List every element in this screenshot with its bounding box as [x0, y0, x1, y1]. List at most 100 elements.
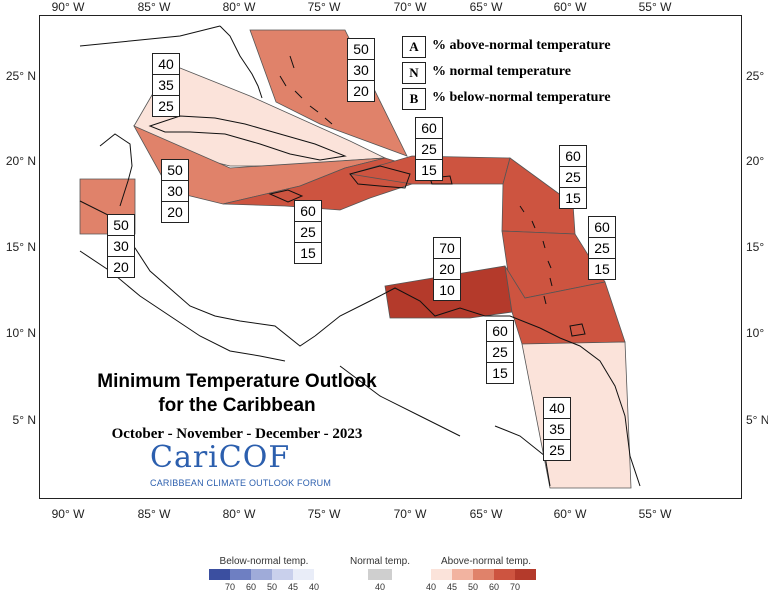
key-text-normal: % normal temperature	[432, 64, 571, 80]
lat-label-left-5n: 5° N	[2, 413, 36, 427]
lat-label-right-20n: 20° N	[746, 154, 768, 168]
lon-label-top-70w: 70° W	[394, 0, 427, 14]
map-title-line2: for the Caribbean	[52, 394, 422, 418]
region-guianas	[522, 342, 631, 488]
prob-box-lesser-antilles-south: 60 25 15	[588, 216, 616, 280]
lat-label-left-25n: 25° N	[2, 69, 36, 83]
prob-box-jamaica-hispaniola: 60 25 15	[294, 200, 322, 264]
legend-swatch-below-50	[251, 569, 272, 580]
prob-normal: 25	[560, 166, 586, 187]
legend-normal-title: Normal temp.	[350, 556, 410, 567]
prob-box-hispaniola-pr: 60 25 15	[415, 117, 443, 181]
lon-label-bottom-60w: 60° W	[554, 507, 587, 521]
prob-above: 70	[434, 238, 460, 258]
prob-normal: 25	[295, 221, 321, 242]
lon-label-bottom-55w: 55° W	[639, 507, 672, 521]
legend-num-below-50: 50	[267, 582, 277, 592]
prob-normal: 35	[544, 418, 570, 439]
prob-normal: 35	[153, 74, 179, 95]
prob-below: 15	[560, 187, 586, 208]
lon-label-bottom-80w: 80° W	[223, 507, 256, 521]
legend-swatch-above-40	[431, 569, 452, 580]
prob-above: 60	[589, 217, 615, 237]
prob-normal: 30	[348, 59, 374, 80]
lon-label-bottom-90w: 90° W	[52, 507, 85, 521]
legend-swatch-above-50	[473, 569, 494, 580]
prob-below: 10	[434, 279, 460, 300]
prob-box-guianas: 40 35 25	[543, 397, 571, 461]
lon-label-top-85w: 85° W	[138, 0, 171, 14]
key-text-below: % below-normal temperature	[432, 90, 611, 106]
lon-label-top-55w: 55° W	[639, 0, 672, 14]
lon-label-top-65w: 65° W	[470, 0, 503, 14]
prob-normal: 20	[434, 258, 460, 279]
legend-num-above-70: 70	[510, 582, 520, 592]
prob-box-lesser-antilles-north: 60 25 15	[559, 145, 587, 209]
legend-num-above-45: 45	[447, 582, 457, 592]
legend-num-below-60: 60	[246, 582, 256, 592]
prob-below: 25	[544, 439, 570, 460]
prob-box-bahamas: 50 30 20	[347, 38, 375, 102]
legend-num-below-45: 45	[288, 582, 298, 592]
key-letter-normal: N	[402, 62, 426, 84]
prob-normal: 25	[487, 341, 513, 362]
map-title: Minimum Temperature Outlook for the Cari…	[52, 370, 422, 418]
lon-label-bottom-75w: 75° W	[308, 507, 341, 521]
prob-box-cayman-jamaica-sea: 50 30 20	[161, 159, 189, 223]
legend-swatch-above-70	[515, 569, 536, 580]
lat-label-right-25n: 25° N	[746, 69, 768, 83]
legend-num-below-40: 40	[309, 582, 319, 592]
prob-below: 20	[108, 256, 134, 277]
prob-box-belize: 50 30 20	[107, 214, 135, 278]
legend-swatch-below-70	[209, 569, 230, 580]
prob-above: 60	[416, 118, 442, 138]
prob-above: 40	[544, 398, 570, 418]
prob-above: 60	[487, 321, 513, 341]
prob-box-aruba-curacao: 70 20 10	[433, 237, 461, 301]
map-title-line1: Minimum Temperature Outlook	[52, 370, 422, 394]
lat-label-right-15n: 15° N	[746, 240, 768, 254]
lon-label-bottom-70w: 70° W	[394, 507, 427, 521]
legend-swatch-normal-40	[368, 569, 392, 580]
prob-above: 40	[153, 54, 179, 74]
lat-label-right-5n: 5° N	[746, 413, 768, 427]
lon-label-bottom-65w: 65° W	[470, 507, 503, 521]
prob-normal: 30	[108, 235, 134, 256]
legend-swatch-below-60	[230, 569, 251, 580]
lon-label-top-75w: 75° W	[308, 0, 341, 14]
caricof-tagline: CARIBBEAN CLIMATE OUTLOOK FORUM	[150, 478, 331, 488]
prob-below: 20	[162, 201, 188, 222]
prob-below: 25	[153, 95, 179, 116]
key-letter-below: B	[402, 88, 426, 110]
prob-above: 60	[560, 146, 586, 166]
lon-label-bottom-85w: 85° W	[138, 507, 171, 521]
legend-swatch-above-60	[494, 569, 515, 580]
legend-below-title: Below-normal temp.	[220, 556, 309, 567]
prob-normal: 25	[416, 138, 442, 159]
lon-label-top-90w: 90° W	[52, 0, 85, 14]
legend-num-above-40: 40	[426, 582, 436, 592]
prob-below: 15	[416, 159, 442, 180]
key-letter-above: A	[402, 36, 426, 58]
legend-num-below-70: 70	[225, 582, 235, 592]
lat-label-left-15n: 15° N	[2, 240, 36, 254]
prob-below: 15	[487, 362, 513, 383]
prob-above: 50	[162, 160, 188, 180]
legend-swatch-below-45	[272, 569, 293, 580]
prob-below: 20	[348, 80, 374, 101]
prob-above: 60	[295, 201, 321, 221]
legend-num-above-50: 50	[468, 582, 478, 592]
us-gulf-coast	[80, 26, 220, 46]
legend-above-title: Above-normal temp.	[441, 556, 531, 567]
legend-num-normal-40: 40	[375, 582, 385, 592]
prob-above: 50	[108, 215, 134, 235]
legend-swatch-above-45	[452, 569, 473, 580]
prob-below: 15	[295, 242, 321, 263]
lat-label-left-20n: 20° N	[2, 154, 36, 168]
key-text-above: % above-normal temperature	[432, 38, 611, 54]
legend-num-above-60: 60	[489, 582, 499, 592]
lon-label-top-80w: 80° W	[223, 0, 256, 14]
prob-box-cuba: 40 35 25	[152, 53, 180, 117]
caricof-logo: CariCOF	[150, 440, 290, 475]
lon-label-top-60w: 60° W	[554, 0, 587, 14]
